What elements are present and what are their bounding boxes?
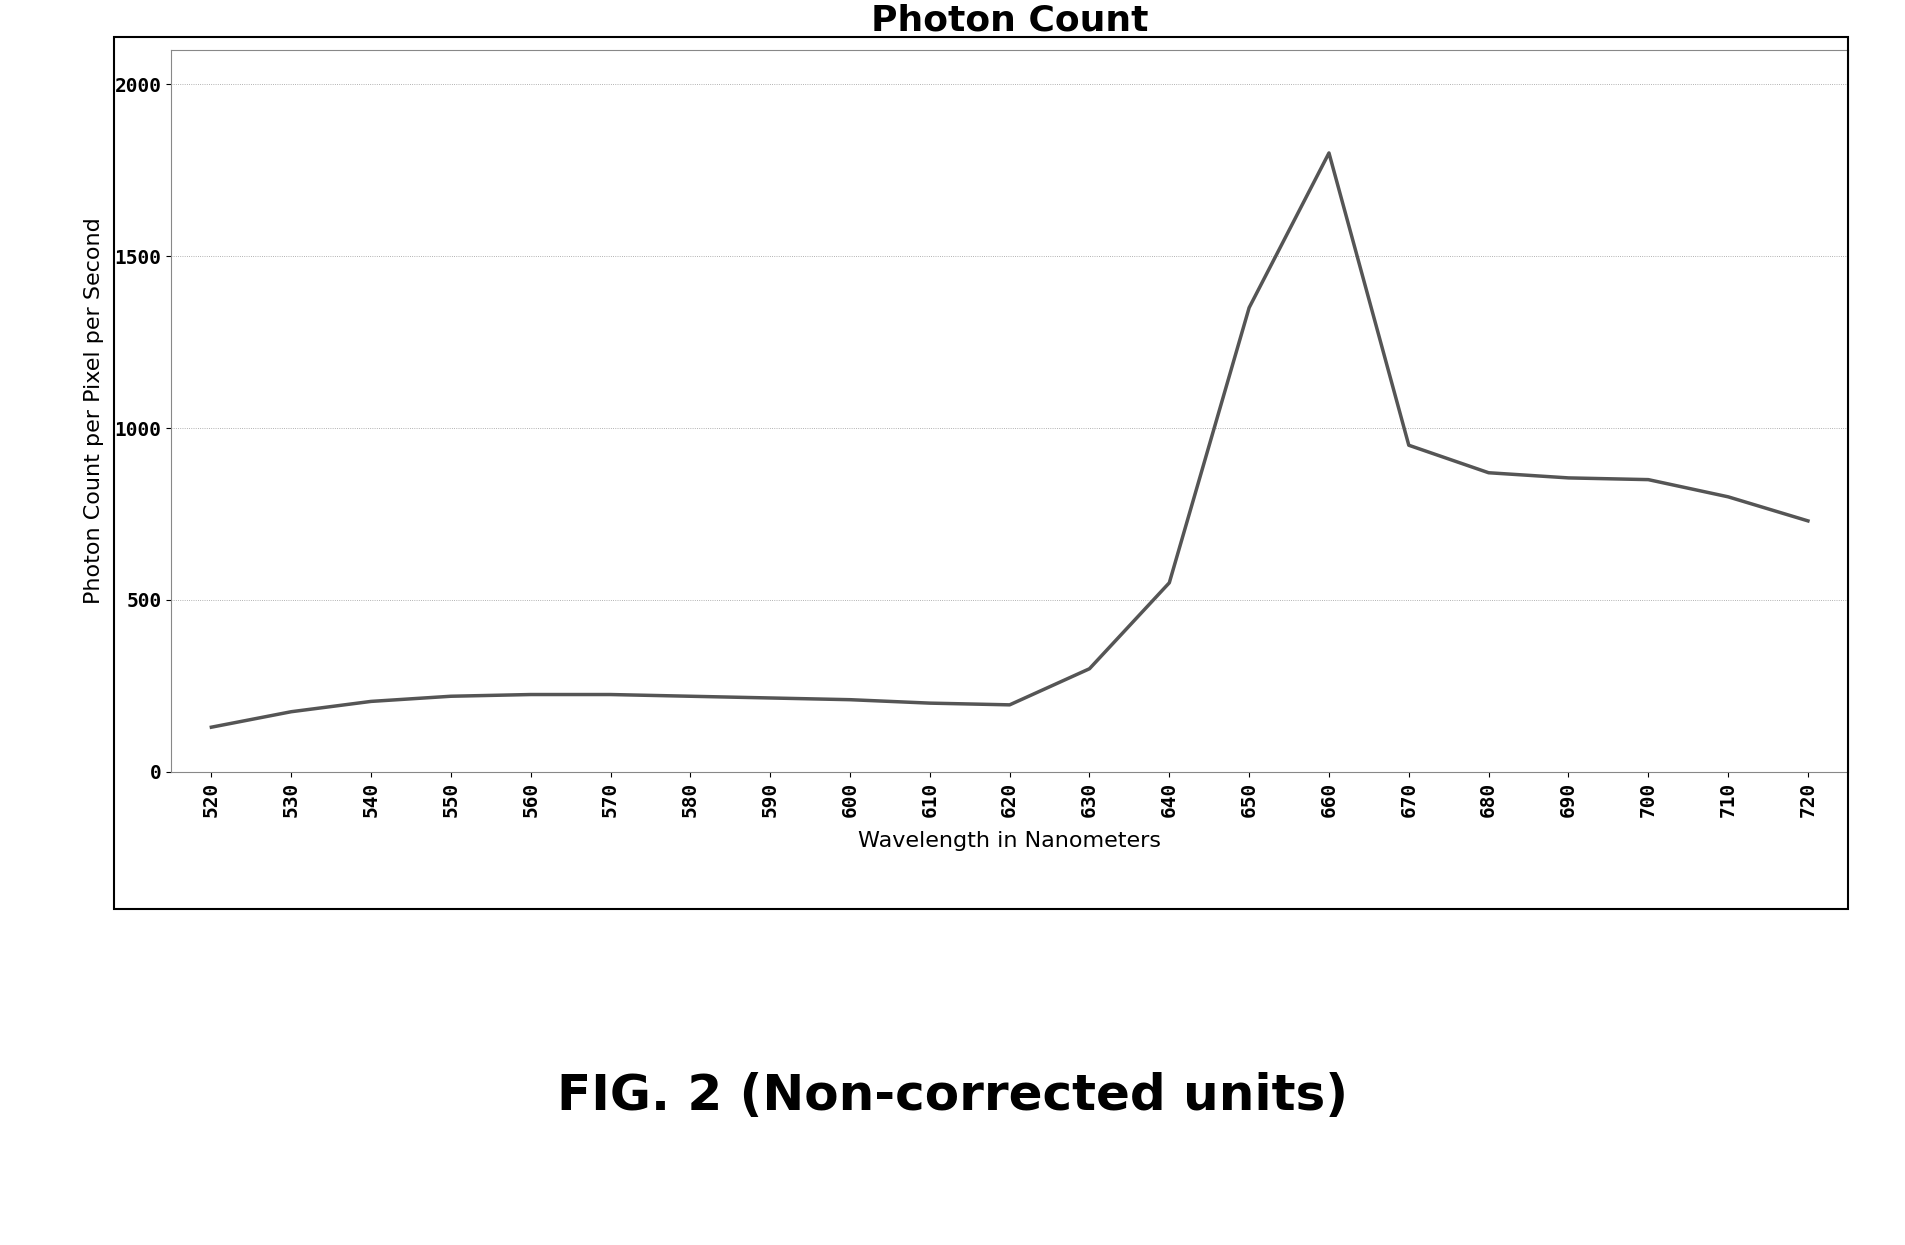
Y-axis label: Photon Count per Pixel per Second: Photon Count per Pixel per Second <box>84 218 103 604</box>
Title: Photon Count: Photon Count <box>871 4 1149 37</box>
Text: FIG. 2 (Non-corrected units): FIG. 2 (Non-corrected units) <box>556 1072 1349 1119</box>
X-axis label: Wavelength in Nanometers: Wavelength in Nanometers <box>857 830 1162 850</box>
